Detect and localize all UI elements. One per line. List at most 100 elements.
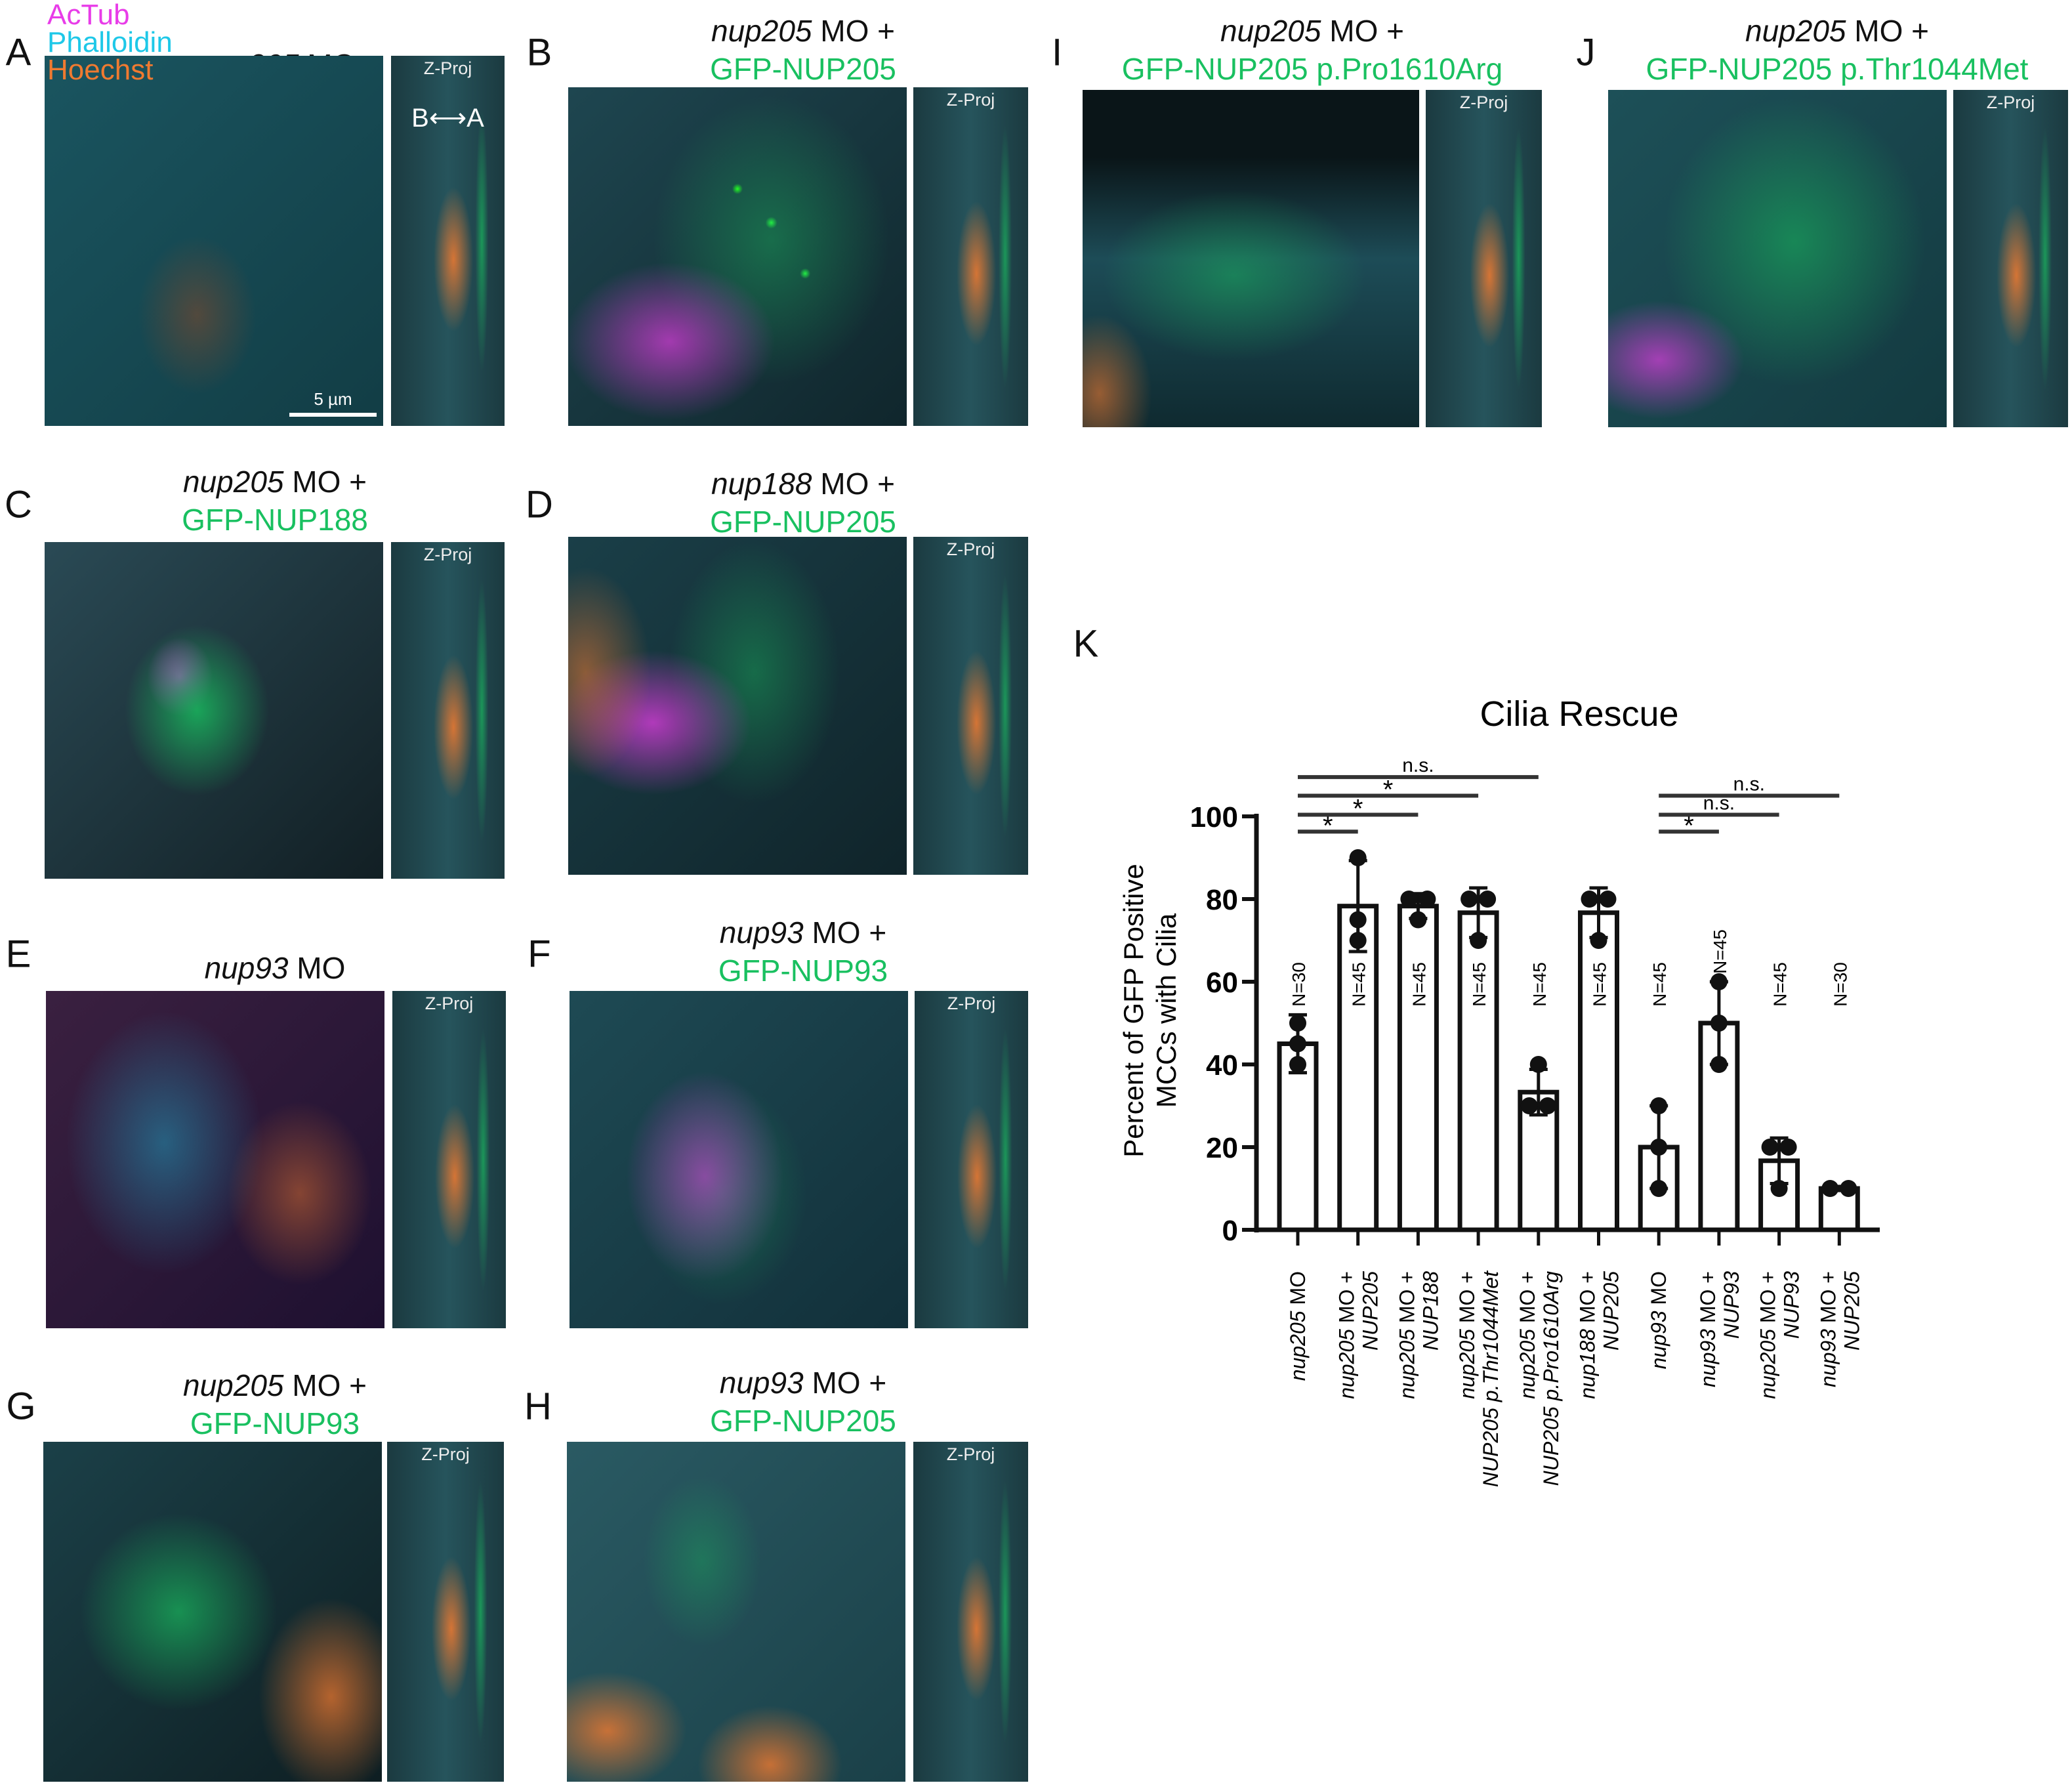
category-gene: nup93 xyxy=(1647,1311,1670,1369)
title-construct: GFP-NUP205 p.Pro1610Arg xyxy=(1121,52,1503,86)
bar xyxy=(1457,910,1499,1232)
panel-title-E: nup93 MO xyxy=(205,949,346,987)
z-projection-I: Z-Proj xyxy=(1426,90,1542,427)
bar xyxy=(1337,904,1379,1232)
axis-label-b: B xyxy=(411,104,429,133)
scale-bar xyxy=(289,413,377,417)
y-tick-label: 60 xyxy=(1206,967,1238,999)
micrograph-F xyxy=(570,991,908,1328)
title-rest: MO + xyxy=(803,1366,887,1400)
data-point xyxy=(1599,891,1617,908)
micrograph-I xyxy=(1083,90,1419,427)
x-tick-label-line2: NUP205 xyxy=(1359,1271,1382,1351)
title-line1: nup205 MO + xyxy=(183,1366,367,1404)
micrograph-J xyxy=(1608,90,1947,427)
panel-letter-G: G xyxy=(6,1385,36,1428)
z-proj-label: Z-Proj xyxy=(947,994,996,1013)
category-rest: MO xyxy=(1647,1271,1670,1311)
significance-label: * xyxy=(1353,794,1363,823)
micrograph-E xyxy=(46,991,384,1328)
x-tick-label: nup93 MO + xyxy=(1696,1271,1720,1387)
data-point xyxy=(1710,1015,1728,1032)
micrograph-C xyxy=(45,542,383,879)
data-point xyxy=(1710,973,1728,990)
panel-title-F: nup93 MO + GFP-NUP93 xyxy=(718,914,888,990)
category-gene: nup205 xyxy=(1395,1329,1419,1399)
x-tick-label: nup205 MO + xyxy=(1335,1271,1359,1399)
n-label: N=45 xyxy=(1529,962,1550,1007)
data-point xyxy=(1409,911,1427,929)
panel-letter-F: F xyxy=(528,933,551,976)
z-proj-label: Z-Proj xyxy=(423,545,472,564)
gene-name: nup93 xyxy=(719,1366,804,1400)
gene-name: nup205 xyxy=(1745,14,1846,48)
title-line1: nup93 MO + xyxy=(718,914,888,952)
y-tick-label: 100 xyxy=(1190,801,1238,833)
data-point xyxy=(1289,1035,1306,1053)
axis-label-a: A xyxy=(466,104,484,133)
panel-letter-J: J xyxy=(1576,31,1596,74)
data-point xyxy=(1529,1056,1547,1073)
title-line1: nup93 MO + xyxy=(710,1364,896,1402)
panel-letter-K: K xyxy=(1073,622,1099,665)
z-projection-A: Z-Proj B⟷A xyxy=(391,56,505,426)
z-projection-C: Z-Proj xyxy=(391,542,505,879)
axis-arrow: B⟷A xyxy=(391,103,505,133)
data-point xyxy=(1400,891,1418,908)
gene-name: nup93 xyxy=(719,915,804,950)
y-axis-label: Percent of GFP Positive xyxy=(1118,864,1149,1157)
n-label: N=30 xyxy=(1289,962,1309,1007)
x-tick-label-line2: NUP205 xyxy=(1600,1271,1623,1351)
category-gene: nup205 xyxy=(1516,1329,1539,1399)
panel-letter-E: E xyxy=(5,933,31,976)
x-tick-label: nup188 MO + xyxy=(1576,1271,1600,1399)
z-proj-label: Z-Proj xyxy=(421,1444,470,1464)
data-point xyxy=(1539,1097,1556,1114)
x-tick-label-line2: NUP93 xyxy=(1720,1271,1743,1339)
category-gene: nup93 xyxy=(1696,1329,1720,1387)
category-gene: nup205 xyxy=(1335,1329,1359,1399)
channel-legend: AcTub Phalloidin Hoechst xyxy=(47,1,173,85)
category-gene: nup93 xyxy=(1816,1329,1840,1387)
z-proj-label: Z-Proj xyxy=(423,58,472,78)
title-construct: GFP-NUP205 xyxy=(710,52,896,86)
category-rest: MO + xyxy=(1395,1271,1419,1329)
category-rest: MO + xyxy=(1756,1271,1780,1329)
micrograph-G xyxy=(43,1442,382,1782)
data-point xyxy=(1650,1097,1668,1114)
data-point xyxy=(1710,1056,1728,1073)
gene-name: nup205 xyxy=(1220,14,1321,48)
z-projection-B: Z-Proj xyxy=(913,87,1028,426)
title-line1: nup205 MO + xyxy=(710,12,896,50)
z-projection-J: Z-Proj xyxy=(1953,90,2068,427)
title-rest: MO xyxy=(288,951,346,985)
title-rest: MO + xyxy=(812,467,896,501)
x-tick-label-line2: NUP93 xyxy=(1780,1271,1804,1339)
category-rest: MO + xyxy=(1455,1271,1479,1329)
legend-phalloidin: Phalloidin xyxy=(47,26,173,58)
panel-title-G: nup205 MO + GFP-NUP93 xyxy=(183,1366,367,1442)
significance-label: * xyxy=(1383,776,1394,805)
title-line1: nup205 MO + xyxy=(182,463,368,501)
panel-letter-A: A xyxy=(5,31,31,74)
micrograph-A: 5 µm xyxy=(45,56,383,426)
panel-letter-C: C xyxy=(5,483,32,526)
z-proj-label: Z-Proj xyxy=(946,1444,995,1464)
data-point xyxy=(1520,1097,1538,1114)
data-point xyxy=(1470,932,1487,949)
bar xyxy=(1397,904,1439,1232)
scale-bar-label: 5 µm xyxy=(314,389,352,409)
data-point xyxy=(1289,1015,1306,1032)
x-tick-label: nup205 MO xyxy=(1286,1271,1310,1381)
n-label: N=45 xyxy=(1469,962,1489,1007)
title-line1: nup205 MO + xyxy=(1122,12,1502,50)
n-label: N=45 xyxy=(1590,962,1610,1007)
title-construct: GFP-NUP188 xyxy=(182,503,368,537)
title-rest: MO + xyxy=(1321,14,1405,48)
bar xyxy=(1578,910,1619,1232)
title-rest: MO + xyxy=(803,915,887,950)
x-tick-label-line2: NUP205 p.Pro1610Arg xyxy=(1539,1271,1563,1486)
data-point xyxy=(1770,1180,1788,1197)
category-rest: MO + xyxy=(1335,1271,1359,1329)
